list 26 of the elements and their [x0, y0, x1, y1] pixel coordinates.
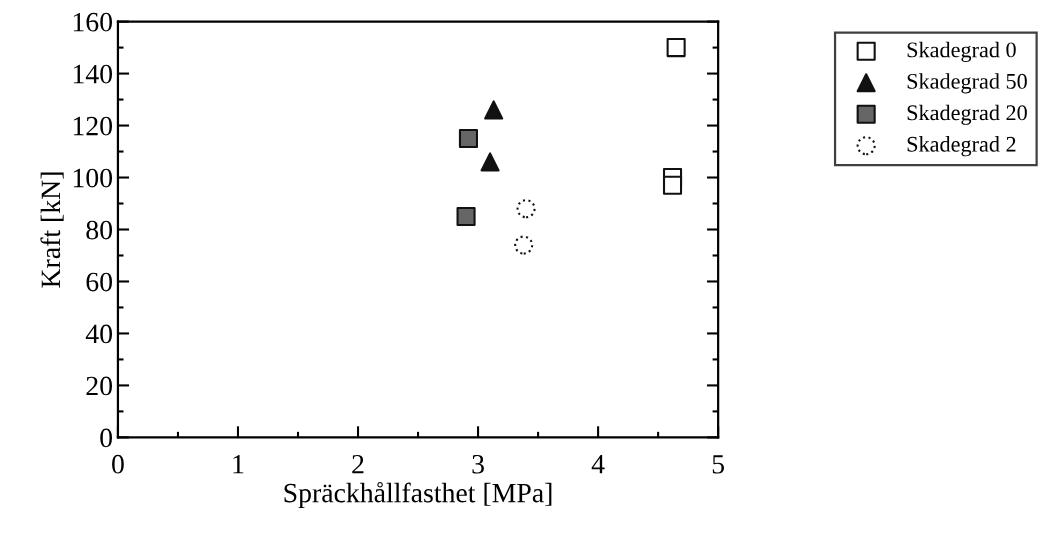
point: [484, 100, 504, 120]
y-tick-label: 80: [86, 220, 113, 240]
x-tick-label: 2: [352, 454, 364, 474]
y-tick-label: 20: [86, 376, 113, 396]
legend-label: Skadegrad 0: [907, 41, 1016, 62]
x-tick-label: 5: [712, 455, 725, 474]
y-tick-label: 120: [73, 116, 113, 136]
x-axis-title: Spräckhållfasthet [MPa]: [284, 482, 552, 509]
point: [666, 38, 686, 58]
legend-label: Skadegrad 50: [907, 73, 1027, 94]
point: [458, 129, 478, 149]
y-tick-label: 140: [73, 64, 113, 84]
point: [456, 206, 476, 227]
y-tick-label: 0: [100, 428, 113, 448]
legend-label: Skadegrad 2: [907, 136, 1016, 157]
y-axis-title: Kraft [kN]: [40, 172, 64, 288]
x-tick-label: 3: [472, 454, 484, 474]
y-tick-label: 160: [73, 12, 113, 32]
point: [480, 152, 500, 172]
x-tick-label: 4: [591, 455, 605, 474]
point: [662, 175, 683, 195]
y-tick-label: 100: [73, 168, 113, 188]
legend-label: Skadegrad 20: [907, 104, 1027, 125]
y-tick-label: 40: [85, 324, 113, 344]
y-tick-label: 60: [86, 272, 113, 292]
x-tick-label: 1: [233, 455, 244, 474]
